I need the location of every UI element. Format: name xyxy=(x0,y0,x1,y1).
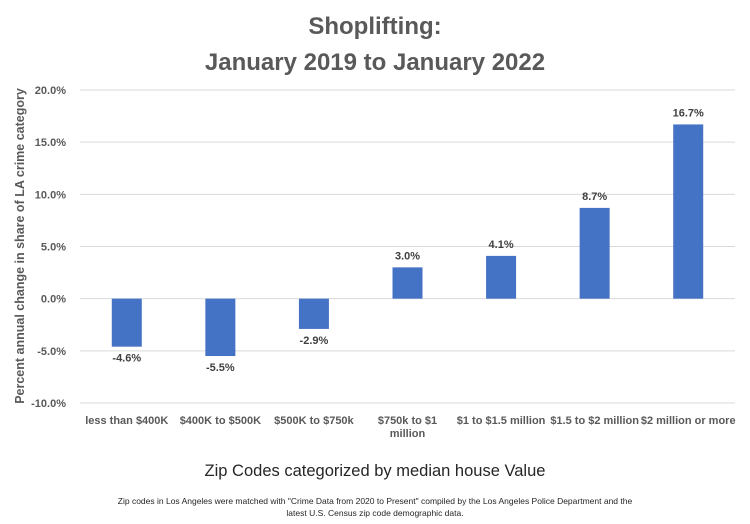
x-category-label: less than $400K xyxy=(85,415,168,427)
y-tick-label: -5.0% xyxy=(37,346,66,358)
y-tick-label: 5.0% xyxy=(41,242,66,254)
x-category-label: $500K to $750k xyxy=(274,415,354,427)
data-label: -2.9% xyxy=(300,335,329,347)
chart-title-line-1: Shoplifting: xyxy=(308,13,441,40)
data-label: 3.0% xyxy=(395,250,420,262)
footnote-line-2: latest U.S. Census zip code demographic … xyxy=(286,508,463,518)
bar xyxy=(486,255,517,299)
x-category-label: $1.5 to $2 million xyxy=(550,415,639,427)
bar xyxy=(298,298,329,329)
y-tick-label: -10.0% xyxy=(31,398,66,410)
y-tick-label: 0.0% xyxy=(41,294,66,306)
data-label: -4.6% xyxy=(112,353,141,365)
bar xyxy=(205,298,236,357)
data-label: 4.1% xyxy=(489,239,514,251)
data-label: -5.5% xyxy=(206,362,235,374)
data-label: 16.7% xyxy=(673,107,704,119)
footnote-line-1: Zip codes in Los Angeles were matched wi… xyxy=(118,496,633,506)
y-tick-label: 20.0% xyxy=(35,85,66,97)
chart-title-line-2: January 2019 to January 2022 xyxy=(205,49,545,76)
gridlines xyxy=(80,89,735,404)
data-labels: -4.6% -5.5% -2.9% 3.0% 4.1% 8.7% 16.7% xyxy=(112,107,704,374)
x-category-label: $750k to $1 xyxy=(378,415,437,427)
x-category-label: $400K to $500K xyxy=(180,415,261,427)
y-tick-label: 15.0% xyxy=(35,137,66,149)
bar xyxy=(579,207,610,299)
x-axis-label: Zip Codes categorized by median house Va… xyxy=(205,462,546,480)
y-tick-label: 10.0% xyxy=(35,189,66,201)
x-category-label: $1 to $1.5 million xyxy=(457,415,546,427)
x-category-label: $2 million or more xyxy=(641,415,736,427)
data-label: 8.7% xyxy=(582,191,607,203)
x-axis-categories: less than $400K $400K to $500K $500K to $7… xyxy=(85,415,735,440)
y-axis-ticks: -10.0% -5.0% 0.0% 5.0% 10.0% 15.0% 20.0% xyxy=(31,85,66,410)
bar xyxy=(111,298,142,347)
bars xyxy=(111,124,704,357)
bar xyxy=(392,267,423,299)
bar xyxy=(673,124,704,299)
x-category-label: million xyxy=(390,428,426,440)
y-axis-label: Percent annual change in share of LA cri… xyxy=(13,88,27,404)
